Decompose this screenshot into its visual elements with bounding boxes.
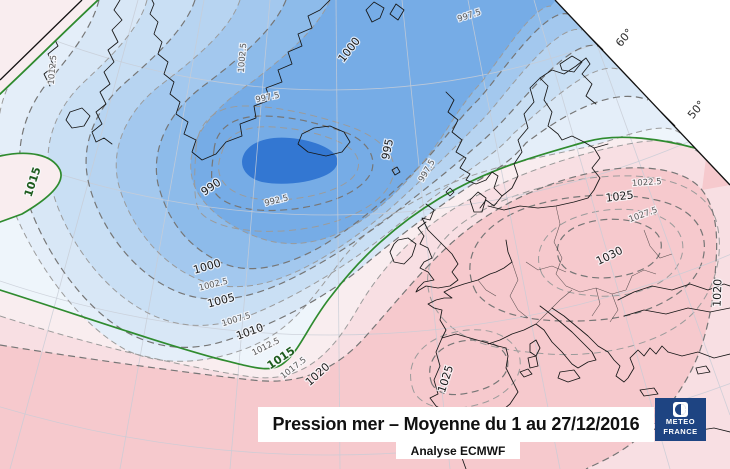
greenland-coast [149,0,331,161]
coastlines [43,0,730,469]
iceland-coast [297,125,351,157]
map-subtitle-bar: Analyse ECMWF [396,442,520,459]
contour-label-1002.5: 1002.5 [237,43,250,74]
contour-label-1025: 1025 [605,188,634,204]
contour-label-995: 995 [379,138,396,161]
ireland-coast [389,237,417,265]
map-subtitle: Analyse ECMWF [410,443,506,458]
france-coast [427,287,453,339]
contour-label-1020: 1020 [711,279,725,307]
meteo-france-moon-icon [673,402,688,418]
norway-coast [445,91,503,209]
balkan-coast [551,307,669,383]
map-title-bar: Pression mer – Moyenne du 1 au 27/12/201… [258,407,654,442]
logo-line2: FRANCE [663,427,698,436]
map-boundary-nw [0,0,83,81]
black-sea-coast [617,283,730,301]
country-borders [477,205,673,325]
meteo-france-logo: METEO FRANCE [655,398,706,441]
contour-label-1022.5: 1022.5 [632,177,662,189]
logo-line1: METEO [665,417,696,427]
map-boundary-ne [554,0,730,186]
latitude-tick-50 [660,111,676,127]
contour-label-1012.5: 1012.5 [47,55,60,86]
turkey-coast [667,351,730,359]
pressure-wedge-1015 [0,153,62,222]
latitude-tick-60 [588,35,604,51]
iberia-coast [441,333,507,349]
baffin-coast [91,0,123,145]
italy-coast [487,305,597,369]
britain-coast [415,203,459,293]
map-frame [0,0,730,186]
map-title: Pression mer – Moyenne du 1 au 27/12/201… [272,414,640,434]
